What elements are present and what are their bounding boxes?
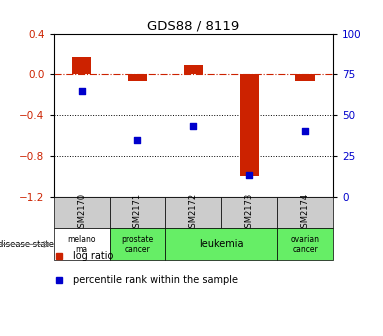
Text: GSM2171: GSM2171 [133,193,142,233]
Bar [239,74,259,176]
Bar [277,228,333,260]
Bar [221,197,277,228]
Point [79,88,85,93]
Point [302,129,308,134]
Title: GDS88 / 8119: GDS88 / 8119 [147,19,239,33]
Bar [183,65,203,74]
Bar [72,57,92,74]
Point [134,137,141,142]
Point [246,173,252,178]
Bar [295,74,315,81]
Text: ovarian
cancer: ovarian cancer [291,235,320,254]
Text: percentile rank within the sample: percentile rank within the sample [73,275,238,285]
Point [190,124,196,129]
Text: GSM2170: GSM2170 [77,193,86,233]
Text: prostate
cancer: prostate cancer [121,235,154,254]
Bar [165,197,221,228]
Text: leukemia: leukemia [199,240,244,249]
Text: GSM2173: GSM2173 [245,193,254,233]
Text: disease state: disease state [0,240,54,249]
Text: log ratio: log ratio [73,251,114,261]
Text: melano
ma: melano ma [67,235,96,254]
Bar [110,228,165,260]
Text: GSM2172: GSM2172 [189,193,198,233]
Bar [165,228,277,260]
Bar [110,197,165,228]
Bar [54,228,110,260]
Text: GSM2174: GSM2174 [301,193,310,233]
Bar [54,197,110,228]
Bar [277,197,333,228]
Bar [128,74,147,81]
